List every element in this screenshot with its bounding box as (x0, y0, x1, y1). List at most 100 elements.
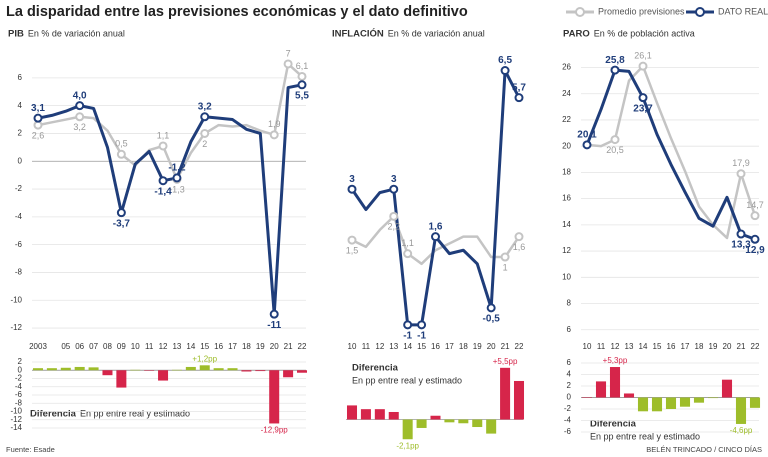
data-label: 17,9 (732, 158, 750, 168)
x-tick-label: 22 (751, 342, 760, 351)
panel-title: PIB (8, 29, 24, 40)
point-marker (514, 232, 524, 242)
data-label: 6,5 (498, 55, 512, 66)
y-tick-label: -4 (15, 212, 23, 221)
point-marker (116, 208, 126, 218)
y-tick-label: -8 (15, 268, 23, 277)
point-marker (158, 141, 168, 151)
bar (735, 397, 747, 424)
x-tick-label: 20 (723, 342, 732, 351)
x-tick-label: 07 (89, 342, 98, 351)
point-marker (610, 65, 620, 75)
point-marker (283, 59, 293, 69)
y-tick-label: 4 (18, 101, 23, 110)
y-tick-label: -4 (564, 416, 572, 425)
data-label: -11 (267, 320, 281, 331)
y-tick-label: 2 (18, 129, 23, 138)
y-tick-label: 6 (18, 73, 23, 82)
data-label: -1,3 (169, 185, 185, 195)
x-tick-label: 11 (362, 342, 371, 351)
bar (158, 370, 169, 381)
y-tick-label: 10 (562, 272, 571, 281)
panel-subtitle: En % de variación anual (28, 28, 125, 38)
data-label: 3,2 (198, 101, 212, 112)
panel-title: INFLACIÓN (332, 28, 384, 40)
panel-subtitle: En % de población activa (594, 28, 695, 38)
y-tick-label: 14 (562, 220, 571, 229)
point-marker (172, 173, 182, 183)
bar (707, 397, 719, 399)
x-tick-label: 19 (709, 342, 718, 351)
x-tick-label: 11 (145, 342, 154, 351)
x-tick-label: 05 (61, 342, 70, 351)
data-label: 1,5 (346, 245, 359, 255)
data-label: 7 (286, 48, 291, 58)
y-tick-label: 22 (562, 115, 571, 124)
point-marker (33, 113, 43, 123)
x-tick-label: 14 (639, 342, 648, 351)
x-tick-label: 19 (256, 342, 265, 351)
point-marker (347, 184, 357, 194)
y-tick-label: -10 (10, 407, 22, 416)
bar (227, 368, 238, 371)
bar (651, 397, 663, 412)
data-label: 5,7 (512, 82, 526, 93)
bar (32, 368, 44, 371)
x-tick-label: 20 (270, 342, 279, 351)
data-label: 3 (391, 174, 397, 185)
bar (74, 366, 85, 371)
x-tick-label: 15 (653, 342, 662, 351)
x-tick-label: 16 (431, 342, 440, 351)
x-tick-label: 18 (695, 342, 704, 351)
y-tick-label: -2 (15, 374, 23, 383)
y-tick-label: 0 (18, 365, 23, 374)
bar (102, 370, 113, 376)
y-tick-label: 6 (567, 325, 572, 334)
point-marker (269, 130, 279, 140)
point-marker (514, 93, 524, 103)
bar (296, 370, 308, 373)
credit: BELÉN TRINCADO / CINCO DÍAS (646, 445, 762, 454)
data-label: 1,9 (268, 119, 281, 129)
bar (130, 369, 141, 371)
data-label: -3,7 (113, 218, 131, 229)
data-label: 1,6 (429, 221, 443, 232)
series-line (351, 215, 521, 266)
data-label: -1 (403, 330, 412, 341)
point-marker (750, 211, 760, 221)
x-tick-label: 12 (375, 342, 384, 351)
y-tick-label: 18 (562, 168, 571, 177)
y-tick-label: 4 (567, 370, 572, 379)
point-marker (297, 71, 307, 81)
point-marker (610, 135, 620, 145)
data-label: 23,7 (633, 103, 653, 114)
y-tick-label: -2 (564, 404, 572, 413)
x-tick-label: 14 (186, 342, 195, 351)
x-tick-label: 22 (515, 342, 524, 351)
y-tick-label: 0 (567, 393, 572, 402)
bar (665, 397, 677, 409)
panel-title: Diferencia (352, 363, 399, 374)
panel-subtitle: En pp entre real y estimado (80, 408, 190, 418)
x-tick-label: 10 (131, 342, 140, 351)
y-tick-label: 12 (562, 246, 571, 255)
panel-title: Diferencia (590, 419, 637, 430)
y-tick-label: 16 (562, 194, 571, 203)
panel-subtitle: En pp entre real y estimado (352, 375, 462, 385)
data-label: +1,2pp (192, 354, 217, 363)
bar (693, 397, 705, 403)
data-label: 26,1 (634, 51, 652, 61)
bar (241, 370, 252, 372)
x-tick-label: 21 (284, 342, 293, 351)
bar (116, 370, 127, 388)
x-tick-label: 16 (667, 342, 676, 351)
bar (500, 367, 511, 420)
point-marker (200, 128, 210, 138)
x-tick-label: 19 (473, 342, 482, 351)
bar (458, 419, 469, 424)
data-label: 2,6 (32, 130, 45, 140)
x-tick-label: 13 (389, 342, 398, 351)
x-tick-label: 09 (117, 342, 126, 351)
data-label: +5,5pp (493, 357, 518, 366)
y-tick-label: -12 (10, 323, 22, 332)
